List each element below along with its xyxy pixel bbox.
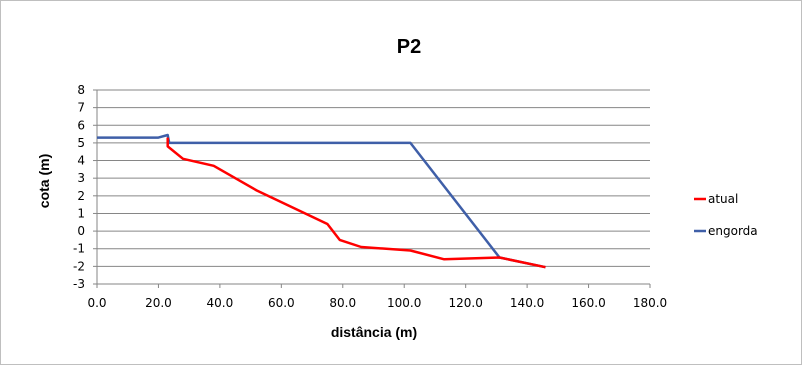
series-line-atual: [166, 137, 546, 269]
x-tick-label: 0.0: [87, 296, 106, 310]
y-tick-label: 3: [77, 171, 85, 185]
grid-layer: [97, 89, 650, 267]
y-tick-label: 6: [77, 118, 85, 132]
y-tick-label: 1: [77, 206, 85, 220]
x-tick-label: 60.0: [268, 296, 295, 310]
series-line-engorda: [97, 133, 546, 269]
x-tick-label: 80.0: [329, 296, 356, 310]
x-tick-label: 180.0: [633, 296, 667, 310]
y-tick-label: 5: [77, 136, 85, 150]
x-tick-label: 20.0: [145, 296, 172, 310]
y-tick-label: 0: [77, 224, 85, 238]
legend: atual engorda: [694, 192, 758, 238]
y-tick-label: -3: [73, 277, 85, 291]
x-tick-label: 140.0: [510, 296, 544, 310]
y-tick-label: 7: [77, 101, 85, 115]
legend-label-atual: atual: [708, 192, 738, 206]
x-tick-label: 120.0: [448, 296, 482, 310]
y-tick-label: 8: [77, 83, 85, 97]
chart-title: P2: [397, 36, 421, 58]
y-tick-label: 4: [77, 154, 85, 168]
x-tick-label: 160.0: [571, 296, 605, 310]
y-tick-label: -2: [73, 259, 85, 273]
x-axis-title: distância (m): [331, 324, 417, 340]
y-tick-label: 2: [77, 189, 85, 203]
y-axis-title: cota (m): [36, 154, 52, 208]
axis-layer: 8 7 6 5 4 3 2 1 0 -1 -2 -30.0 20.0 40.0 60.0 80.0 100.0 1…: [73, 83, 667, 310]
legend-label-engorda: engorda: [708, 224, 758, 238]
x-tick-label: 100.0: [387, 296, 421, 310]
series-layer: [97, 133, 546, 269]
x-tick-label: 40.0: [207, 296, 234, 310]
y-tick-label: -1: [73, 242, 85, 256]
